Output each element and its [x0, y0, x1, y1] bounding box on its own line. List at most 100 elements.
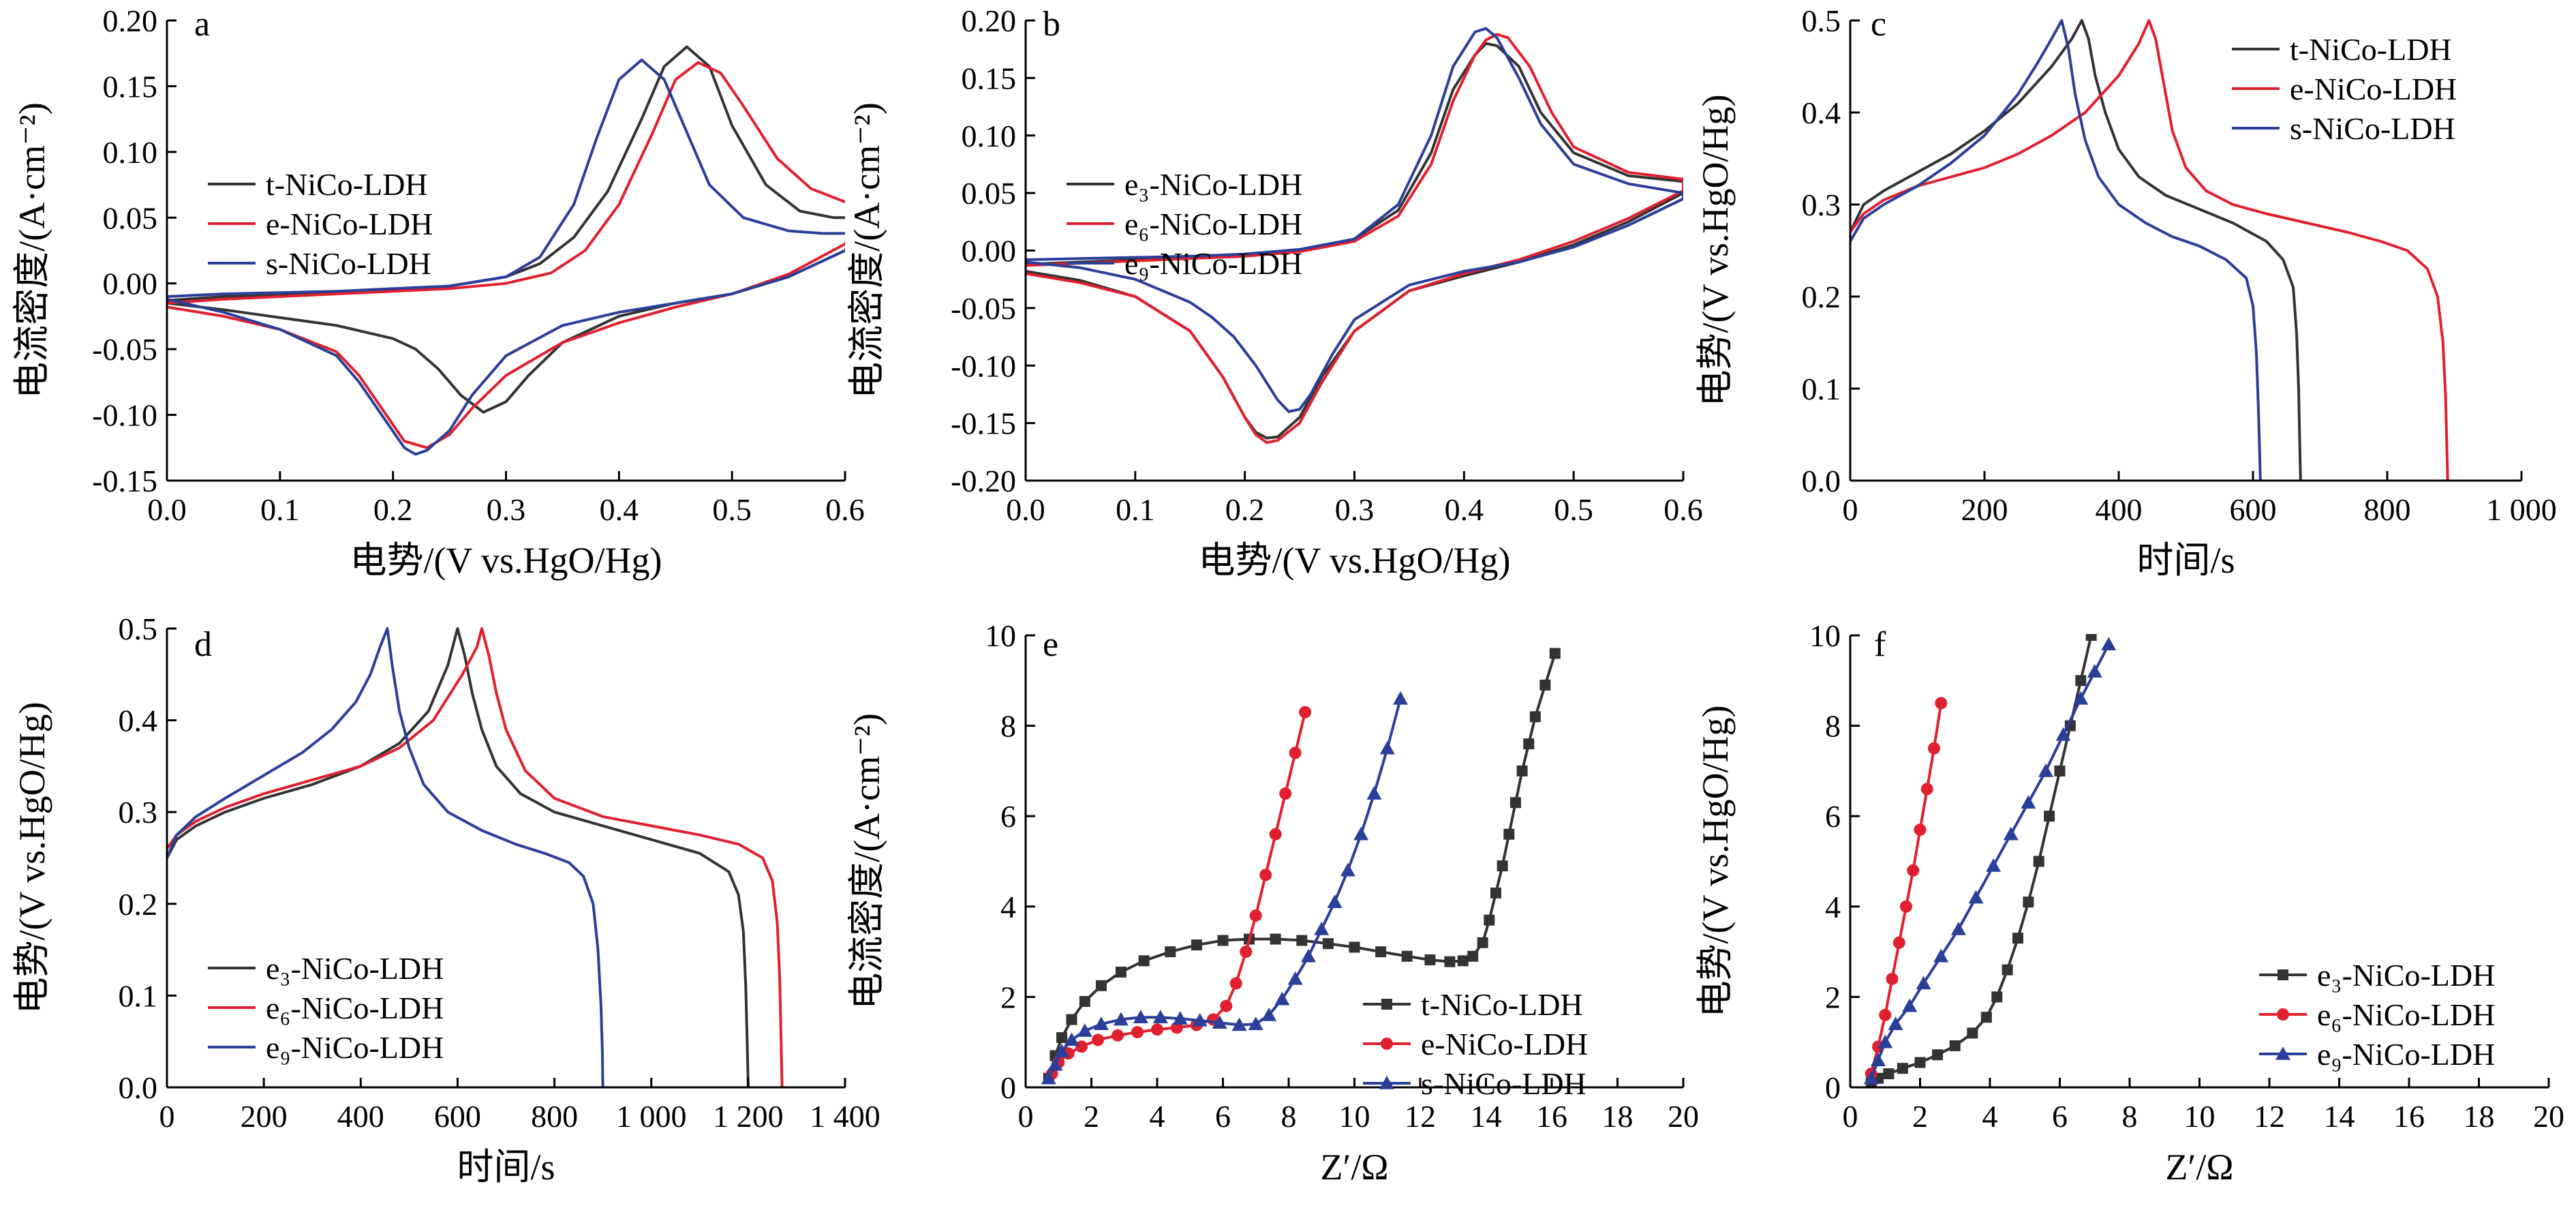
panel-c: 0 200 400 600 800 1 000 0.0 0.1 0.2 0.3 0.4 0.5 c 时间/… — [1695, 3, 2557, 581]
panel-letter: e — [1043, 625, 1058, 664]
x-axis-label: Z′/Ω — [1321, 1147, 1389, 1188]
data-point — [1064, 1032, 1079, 1046]
x-tick-label: 0.1 — [260, 492, 300, 527]
data-point — [1296, 935, 1308, 946]
data-point — [1261, 1007, 1277, 1021]
data-point — [1322, 938, 1334, 950]
data-point — [1131, 1026, 1144, 1039]
series-c-1 — [1850, 19, 2449, 481]
data-point — [1192, 1012, 1208, 1027]
series-d-1 — [167, 627, 784, 1087]
data-point — [1287, 971, 1303, 985]
data-point — [1092, 1033, 1105, 1046]
data-point — [1138, 955, 1150, 967]
y-tick-label: -0.05 — [951, 291, 1016, 326]
x-tick-label: 12 — [1405, 1099, 1436, 1134]
x-tick-label: 0.3 — [1335, 492, 1375, 527]
data-point — [1968, 890, 1984, 904]
x-tick-label: 0.4 — [600, 492, 639, 527]
data-point — [1340, 862, 1355, 877]
legend-label: e₃-NiCo-LDH — [2317, 958, 2495, 993]
y-tick-label: 0.4 — [1802, 95, 1841, 130]
y-tick-label: -0.10 — [951, 348, 1016, 383]
data-point — [1863, 1070, 1879, 1085]
legend-label: t-NiCo-LDH — [1421, 987, 1583, 1022]
x-tick-label: 2 — [1912, 1099, 1928, 1134]
x-tick-label: 16 — [2393, 1099, 2425, 1134]
data-point — [1980, 1012, 1992, 1023]
data-point — [1888, 1016, 1903, 1030]
data-point — [1444, 956, 1456, 967]
x-tick-label: 0.6 — [1663, 492, 1703, 527]
x-axis-label: 电势/(V vs.HgO/Hg) — [350, 540, 662, 581]
data-point — [2101, 637, 2117, 651]
data-point — [2012, 933, 2023, 944]
x-tick-label: 8 — [1281, 1099, 1297, 1134]
data-point — [1066, 1014, 1077, 1025]
data-point — [1077, 1023, 1092, 1037]
panel-letter: a — [194, 5, 210, 44]
x-tick-label: 0.5 — [1554, 492, 1593, 527]
y-tick-label: 10 — [985, 618, 1016, 653]
data-point — [2038, 763, 2053, 777]
data-point — [1920, 783, 1933, 796]
data-point — [1133, 1010, 1148, 1024]
data-point — [1220, 999, 1233, 1012]
x-tick-label: 4 — [1150, 1099, 1165, 1134]
y-axis-label: 电流密度/(A·cm⁻²) — [846, 713, 887, 1010]
series-line — [167, 627, 784, 1087]
data-point — [1986, 858, 2002, 872]
data-point — [1935, 697, 1948, 710]
legend-label: e-NiCo-LDH — [2290, 72, 2457, 106]
x-tick-label: 0 — [1018, 1099, 1034, 1134]
series-d-2 — [167, 627, 604, 1087]
data-point — [1907, 864, 1920, 877]
data-point — [1327, 894, 1343, 908]
data-point — [1366, 786, 1382, 800]
data-point — [1900, 900, 1912, 913]
y-tick-label: 8 — [1825, 709, 1841, 744]
data-point — [1477, 937, 1488, 948]
data-point — [1871, 1053, 1886, 1067]
legend-label: e₉-NiCo-LDH — [2317, 1037, 2495, 1072]
data-point — [1269, 828, 1282, 841]
data-point — [1041, 1070, 1056, 1085]
data-point — [1248, 1016, 1263, 1030]
x-tick-label: 0.5 — [712, 492, 752, 527]
panel-letter: c — [1871, 5, 1886, 44]
data-point — [1249, 909, 1262, 922]
y-axis-label: 电势/(V vs.HgO/Hg) — [12, 702, 52, 1014]
data-point — [1353, 826, 1369, 841]
series-line — [167, 627, 750, 1087]
series-f-0 — [1865, 634, 2097, 1087]
x-tick-label: 2 — [1084, 1099, 1099, 1134]
x-tick-label: 4 — [1982, 1099, 1998, 1134]
data-point — [1529, 711, 1541, 723]
y-axis-label: 电势/(V vs.HgO/Hg) — [1695, 95, 1736, 407]
x-axis-label: 时间/s — [2136, 540, 2235, 581]
y-tick-label: 0.5 — [119, 611, 158, 646]
x-tick-label: 0.2 — [1225, 492, 1265, 527]
panel-letter: b — [1043, 5, 1060, 44]
y-tick-label: 0.3 — [119, 795, 158, 830]
legend: e₃-NiCo-LDH e₆-NiCo-LDH e₉-NiCo-LDH — [208, 951, 444, 1065]
series-a-1 — [167, 61, 845, 449]
series-line — [1850, 19, 2302, 481]
data-point — [1349, 941, 1360, 953]
series-e-2 — [1041, 691, 1409, 1085]
y-tick-label: 0.0 — [1802, 464, 1841, 498]
data-point — [1490, 887, 1501, 899]
data-point — [1516, 765, 1528, 776]
data-point — [1289, 746, 1302, 759]
x-tick-label: 20 — [1668, 1099, 1699, 1134]
series-c-2 — [1850, 19, 2262, 481]
y-tick-label: 0.15 — [103, 69, 158, 104]
x-tick-label: 0.0 — [1006, 492, 1045, 527]
data-point — [1172, 1011, 1188, 1025]
series-c-0 — [1850, 19, 2302, 481]
legend: e₃-NiCo-LDH e₆-NiCo-LDH e₉-NiCo-LDH — [1067, 167, 1302, 281]
legend-marker — [1381, 1038, 1393, 1050]
x-tick-label: 600 — [2230, 492, 2277, 527]
series-line — [167, 61, 845, 449]
